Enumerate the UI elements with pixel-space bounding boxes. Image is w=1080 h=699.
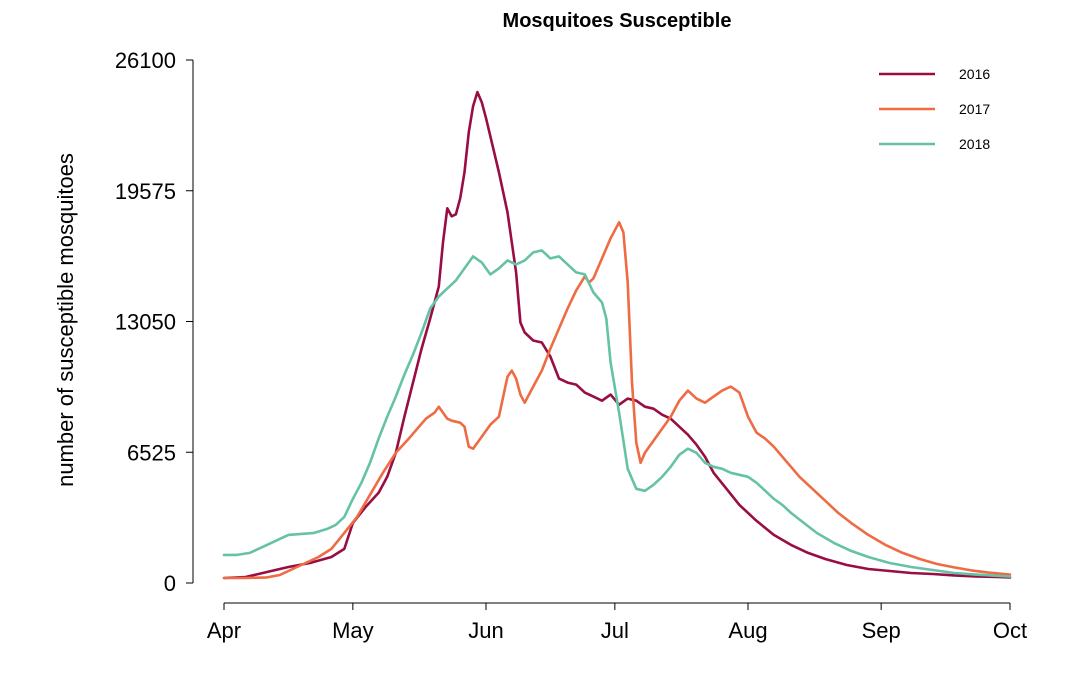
legend: 2016 2017 2018 — [879, 66, 990, 152]
y-tick-label: 6525 — [127, 440, 176, 465]
y-tick-label: 0 — [164, 571, 176, 596]
x-tick-label: Jun — [468, 618, 503, 643]
chart-title: Mosquitoes Susceptible — [503, 10, 732, 32]
series-lines — [222, 90, 1012, 580]
y-tick-label: 13050 — [115, 310, 176, 335]
x-tick-label: Sep — [862, 618, 901, 643]
x-tick-label: May — [332, 618, 374, 643]
legend-label-2018: 2018 — [959, 136, 990, 152]
series-line-2018 — [222, 249, 1012, 578]
legend-label-2016: 2016 — [959, 66, 990, 82]
x-tick-label: Apr — [207, 618, 241, 643]
x-tick-label: Jul — [601, 618, 629, 643]
legend-label-2017: 2017 — [959, 101, 990, 117]
y-tick-label: 26100 — [115, 48, 176, 73]
x-tick-label: Aug — [728, 618, 767, 643]
series-line-2017 — [222, 221, 1012, 580]
x-tick-label: Oct — [993, 618, 1027, 643]
x-axis-ticks: Apr May Jun Jul Aug Sep Oct — [207, 603, 1027, 643]
y-tick-label: 19575 — [115, 179, 176, 204]
series-line-2016 — [222, 90, 1012, 580]
y-axis-label: number of susceptible mosquitoes — [53, 153, 78, 487]
y-axis-ticks: 0 6525 13050 19575 26100 — [115, 48, 193, 596]
